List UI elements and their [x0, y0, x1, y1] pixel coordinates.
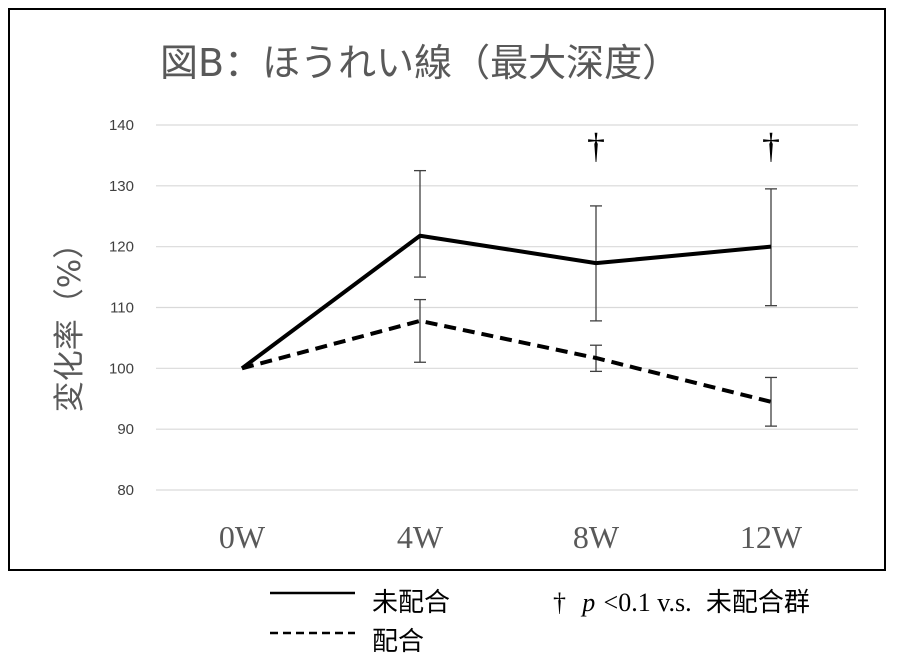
gridlines	[156, 124, 858, 491]
y-tick-label: 90	[117, 421, 134, 438]
note-dagger: †	[553, 588, 566, 617]
chart-title: 図B：ほうれい線（最大深度）	[160, 41, 680, 85]
series-lines	[240, 233, 772, 404]
chart-border	[8, 8, 886, 571]
note-threshold: <0.1 v.s.	[604, 588, 692, 617]
significance-dagger: †	[587, 126, 605, 166]
significance-dagger: †	[762, 126, 780, 166]
legend-label-series-2: 配合	[372, 627, 424, 657]
y-tick-label: 110	[110, 300, 134, 317]
x-tick-label: 4W	[397, 519, 444, 555]
y-tick-label: 140	[109, 117, 134, 134]
y-tick-label: 130	[109, 178, 134, 195]
x-tick-label: 12W	[740, 519, 803, 555]
note-group: 未配合群	[706, 588, 810, 618]
y-tick-label: 100	[109, 360, 134, 377]
y-tick-label: 80	[117, 482, 134, 499]
y-tick-labels: 80 90 100 110 120 130 140	[109, 117, 134, 499]
x-tick-label: 0W	[219, 519, 266, 555]
x-tick-label: 8W	[573, 519, 620, 555]
x-tick-labels: 0W 4W 8W 12W	[219, 519, 803, 555]
significance-markers: † †	[587, 126, 780, 166]
significance-note: † p <0.1 v.s. 未配合群	[553, 588, 810, 618]
y-tick-label: 120	[109, 239, 134, 256]
note-p: p	[580, 588, 595, 617]
y-axis-label: 変化率（%）	[52, 228, 88, 412]
legend-label-series-1: 未配合	[372, 588, 450, 618]
legend: 未配合 配合	[270, 588, 450, 657]
series-line-2	[241, 318, 772, 404]
series-line-1	[240, 233, 772, 370]
